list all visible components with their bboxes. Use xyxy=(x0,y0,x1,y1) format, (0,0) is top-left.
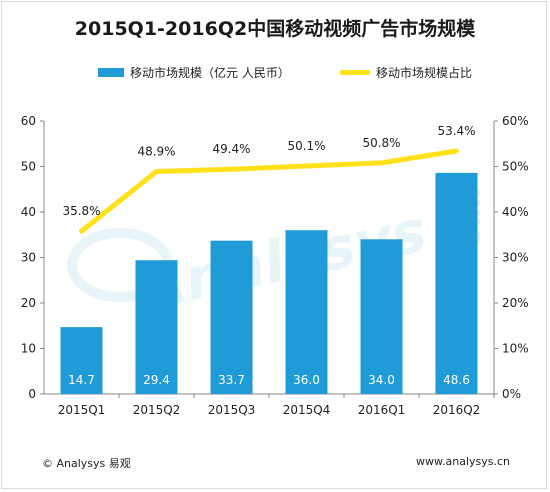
y-right-tick-label: 40% xyxy=(502,205,529,219)
line-point xyxy=(155,170,158,174)
bar-value-label: 14.7 xyxy=(68,373,95,387)
y-right-tick-label: 30% xyxy=(502,251,529,265)
legend-label-bar: 移动市场规模（亿元 人民币） xyxy=(130,66,290,80)
y-right-tick-label: 50% xyxy=(502,160,529,174)
line-value-label: 49.4% xyxy=(212,142,250,156)
line-value-label: 35.8% xyxy=(62,204,100,218)
legend-swatch-bar xyxy=(98,68,124,77)
axes: 0 10 20 30 40 50 60 0% 10% 20% 30% 40% 50% 60% 2015Q1 2… xyxy=(21,114,529,417)
x-tick-label: 2016Q1 xyxy=(358,403,406,417)
bar xyxy=(435,172,478,394)
y-left-tick-label: 50 xyxy=(21,160,36,174)
bar-value-label: 29.4 xyxy=(143,373,170,387)
x-tick-label: 2015Q1 xyxy=(58,403,106,417)
bar-value-label: 33.7 xyxy=(218,373,245,387)
y-right-tick-label: 20% xyxy=(502,296,529,310)
legend-item-bar: 移动市场规模（亿元 人民币） xyxy=(98,64,290,81)
bar xyxy=(210,240,253,394)
y-left-tick-label: 30 xyxy=(21,251,36,265)
line-point xyxy=(80,229,83,233)
line-value-label: 53.4% xyxy=(437,124,475,138)
bar-value-label: 34.0 xyxy=(368,373,395,387)
y-right-tick-label: 60% xyxy=(502,114,529,128)
legend: 移动市场规模（亿元 人民币） 移动市场规模占比 xyxy=(0,64,550,84)
footer-source: © Analysys 易观 xyxy=(42,457,131,470)
y-left-tick-label: 40 xyxy=(21,205,36,219)
x-tick-label: 2016Q2 xyxy=(433,403,481,417)
legend-label-line: 移动市场规模占比 xyxy=(376,66,473,80)
line-point xyxy=(380,161,383,165)
y-left-tick-label: 0 xyxy=(28,387,36,401)
line-value-label: 48.9% xyxy=(137,145,175,159)
y-right-tick-label: 0% xyxy=(502,387,521,401)
bar xyxy=(135,260,178,394)
footer-website: www.analysys.cn xyxy=(416,455,510,468)
bar-value-label: 48.6 xyxy=(443,373,470,387)
bar xyxy=(285,230,328,394)
line-path xyxy=(79,148,459,234)
bars: 14.7 29.4 33.7 36.0 34.0 48.6 xyxy=(60,172,478,394)
bar xyxy=(360,239,403,394)
x-tick-label: 2015Q4 xyxy=(283,403,331,417)
legend-item-line: 移动市场规模占比 xyxy=(340,64,472,81)
y-left-tick-label: 10 xyxy=(21,342,36,356)
line-point xyxy=(305,164,308,168)
x-tick-label: 2015Q3 xyxy=(208,403,256,417)
line-value-label: 50.1% xyxy=(287,139,325,153)
y-left-tick-label: 60 xyxy=(21,114,36,128)
line-point xyxy=(455,149,458,153)
y-right-tick-label: 10% xyxy=(502,342,529,356)
chart-title: 2015Q1-2016Q2中国移动视频广告市场规模 xyxy=(74,18,476,40)
x-tick-label: 2015Q2 xyxy=(133,403,181,417)
line-series: 35.8% 48.9% 49.4% 50.1% 50.8% 53.4% xyxy=(62,124,476,234)
line-point xyxy=(230,167,233,171)
y-left-tick-label: 20 xyxy=(21,296,36,310)
legend-swatch-line xyxy=(340,70,370,75)
bar xyxy=(60,327,103,394)
bar-value-label: 36.0 xyxy=(293,373,320,387)
line-value-label: 50.8% xyxy=(362,136,400,150)
